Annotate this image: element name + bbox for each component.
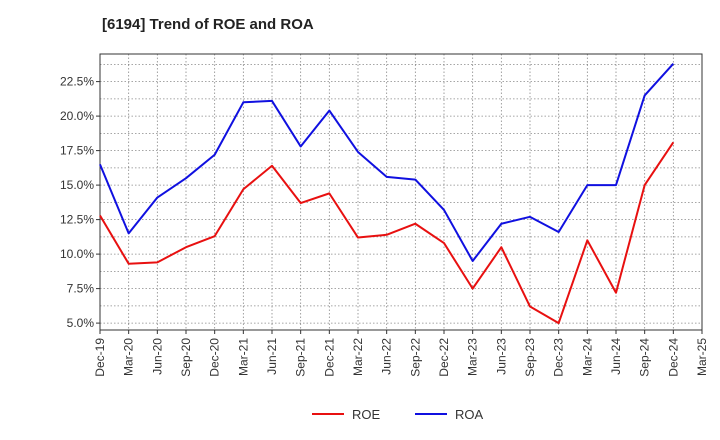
- x-tick-label: Jun-21: [265, 338, 279, 375]
- x-tick-label: Jun-23: [494, 338, 508, 375]
- x-tick-label: Mar-23: [466, 338, 480, 376]
- x-tick-label: Mar-21: [236, 338, 250, 376]
- x-tick-label: Mar-25: [695, 338, 709, 376]
- x-tick-label: Mar-24: [580, 338, 594, 376]
- x-tick-label: Sep-20: [179, 338, 193, 377]
- x-tick-label: Dec-22: [437, 338, 451, 377]
- chart-title: [6194] Trend of ROE and ROA: [102, 16, 314, 33]
- y-tick-label: 10.0%: [60, 247, 94, 261]
- x-tick-label: Jun-22: [380, 338, 394, 375]
- y-tick-label: 12.5%: [60, 213, 94, 227]
- legend-label-roe: ROE: [352, 407, 381, 422]
- plot-area: [100, 54, 702, 330]
- series-line-roa: [99, 62, 675, 262]
- y-tick-label: 5.0%: [67, 316, 95, 330]
- x-tick-label: Jun-24: [609, 338, 623, 375]
- legend-label-roa: ROA: [455, 407, 484, 422]
- series-line-roe: [99, 141, 675, 325]
- x-tick-label: Dec-20: [208, 338, 222, 377]
- x-tick-label: Sep-23: [523, 338, 537, 377]
- plot-border: [99, 53, 703, 331]
- x-tick-label: Sep-22: [408, 338, 422, 377]
- x-tick-label: Dec-21: [322, 338, 336, 377]
- y-tick-label: 17.5%: [60, 144, 94, 158]
- x-tick-label: Mar-20: [122, 338, 136, 376]
- y-tick-label: 22.5%: [60, 75, 94, 89]
- y-tick-label: 7.5%: [67, 282, 95, 296]
- x-tick-label: Sep-21: [294, 338, 308, 377]
- y-tick-label: 20.0%: [60, 109, 94, 123]
- x-tick-label: Dec-24: [666, 338, 680, 377]
- y-tick-label: 15.0%: [60, 178, 94, 192]
- x-tick-label: Jun-20: [150, 338, 164, 375]
- x-tick-label: Sep-24: [638, 338, 652, 377]
- x-tick-label: Dec-19: [93, 338, 107, 377]
- x-tick-label: Mar-22: [351, 338, 365, 376]
- x-tick-label: Dec-23: [552, 338, 566, 377]
